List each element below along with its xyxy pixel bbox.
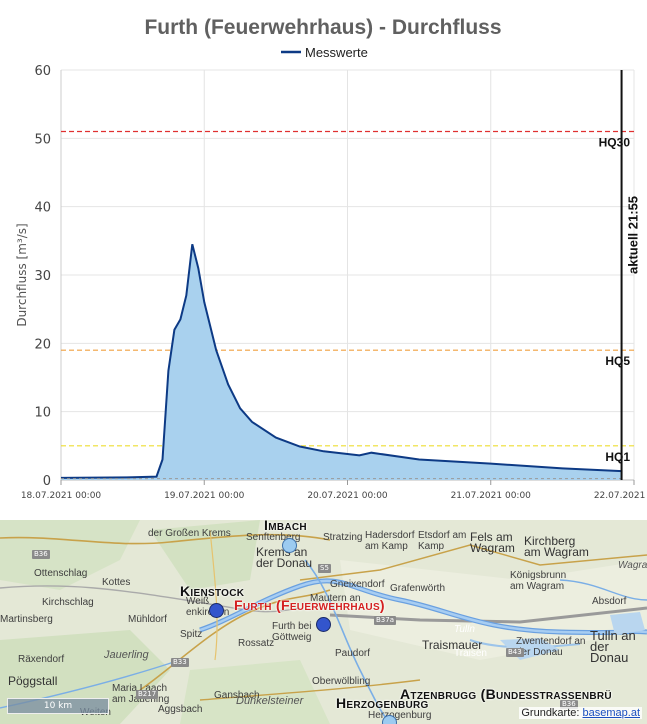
map-town: Pöggstall [8, 674, 58, 688]
road-badge: B217 [136, 690, 159, 699]
road-badge: B33 [171, 658, 189, 667]
x-tick-label: 19.07.2021 00:00 [164, 491, 245, 501]
map-town: Maria Laach am Jauerling [112, 683, 170, 705]
map-town: Traismauer [422, 638, 483, 652]
threshold-label: HQ5 [605, 354, 630, 368]
y-tick-label: 50 [34, 132, 51, 147]
map-town: Etsdorf am Kamp [418, 530, 467, 552]
station-marker-herzogenburg[interactable] [382, 715, 397, 724]
map-town: Kirchschlag [42, 597, 94, 608]
map-town: Fels am Wagram [470, 530, 515, 555]
map-town: Kottes [102, 577, 131, 588]
map-town: Herzogenburg [368, 710, 432, 721]
station-label-kienstock[interactable]: Kienstock [180, 583, 245, 599]
map-town: Wagram [618, 560, 647, 571]
x-tick-label: 22.07.2021 00:00 [594, 491, 647, 501]
map-town: Gansbach [214, 690, 260, 701]
threshold-label: HQ30 [599, 136, 631, 150]
map-town: Oberwölbling [312, 676, 371, 687]
y-tick-label: 30 [34, 269, 51, 284]
map-town: Tulln an der Donau [590, 628, 636, 665]
road-badge: B43 [506, 648, 524, 657]
x-axis: 18.07.2021 00:00 19.07.2021 00:00 20.07.20… [21, 480, 647, 501]
y-axis: 0 10 20 30 40 50 60 [34, 64, 51, 489]
road-badge: B36 [32, 550, 50, 559]
map-town: Paudorf [335, 648, 371, 659]
map-town: Absdorf [592, 596, 627, 607]
map-town: Räxendorf [18, 654, 65, 665]
map-town: Gneixendorf [330, 579, 385, 590]
threshold-label: HQ1 [605, 450, 630, 464]
y-tick-label: 10 [34, 406, 51, 421]
map-town: Königsbrunn am Wagram [510, 570, 567, 592]
map-town: Kirchberg am Wagram [524, 534, 589, 559]
station-label-imbach[interactable]: Imbach [264, 520, 307, 533]
y-tick-label: 20 [34, 337, 51, 352]
map-town: Martinsberg [0, 614, 53, 625]
current-marker: aktuell 21:55 [620, 70, 641, 480]
map-town: Spitz [180, 629, 203, 640]
map-town: Stratzing [323, 532, 363, 543]
map-town: Hadersdorf am Kamp [365, 530, 415, 552]
map-background [0, 520, 647, 724]
map-town: Mautern an [310, 593, 361, 604]
map-town: Tulln [454, 624, 475, 635]
map-town: Traisen [454, 648, 487, 659]
map-town: Dunkelsteiner [236, 695, 304, 707]
map-town: Aggsbach [158, 704, 203, 715]
station-marker-furth[interactable] [316, 617, 331, 632]
map-town: Mühldorf [128, 614, 167, 625]
map-town: Rossatz [238, 638, 275, 649]
station-marker-kienstock[interactable] [209, 603, 224, 618]
current-marker-label: aktuell 21:55 [626, 196, 641, 274]
series-line [60, 244, 622, 479]
station-marker-imbach[interactable] [282, 538, 297, 553]
y-tick-label: 0 [43, 474, 51, 489]
map-town: Weiß enkirchen [186, 596, 230, 618]
map-town: Grafenwörth [390, 583, 446, 594]
legend[interactable]: Messwerte [281, 45, 368, 60]
y-tick-label: 40 [34, 201, 51, 216]
map-attribution: Grundkarte: basemap.at [519, 707, 642, 719]
road-badge: B36 [560, 700, 578, 709]
x-tick-label: 21.07.2021 00:00 [451, 491, 532, 501]
chart-title: Furth (Feuerwehrhaus) - Durchfluss [144, 16, 501, 39]
road-badge: B37a [374, 616, 396, 625]
station-label-herzogenburg[interactable]: Herzogenburg [336, 695, 429, 711]
x-tick-label: 20.07.2021 00:00 [307, 491, 388, 501]
map-town: Jauerling [104, 649, 149, 661]
y-tick-label: 60 [34, 64, 51, 79]
y-axis-label: Durchfluss [m³/s] [15, 223, 29, 326]
map-scale-bar: 10 km [7, 698, 109, 714]
map[interactable]: der Großen Krems Senftenberg Stratzing H… [0, 520, 647, 724]
map-town: Furth bei Göttweig [272, 621, 312, 643]
series-area[interactable] [60, 244, 622, 480]
map-town: Ottenschlag [34, 568, 88, 579]
station-label-furth[interactable]: Furth (Feuerwehrhaus) [234, 597, 385, 613]
map-town: der Großen Krems [148, 528, 231, 539]
chart: Furth (Feuerwehrhaus) - Durchfluss Messw… [15, 16, 647, 501]
x-tick-label: 18.07.2021 00:00 [21, 491, 102, 501]
attribution-label: Grundkarte: [521, 707, 580, 719]
map-town: Senftenberg [246, 532, 301, 543]
map-town: Zwentendorf an der Donau [516, 636, 586, 658]
road-badge: S5 [318, 564, 331, 573]
station-label-atzenbrugg[interactable]: Atzenbrugg (Bundesstrassenbrü [400, 686, 612, 702]
attribution-link[interactable]: basemap.at [582, 707, 640, 719]
series-fill [61, 244, 622, 480]
legend-label: Messwerte [305, 45, 368, 60]
